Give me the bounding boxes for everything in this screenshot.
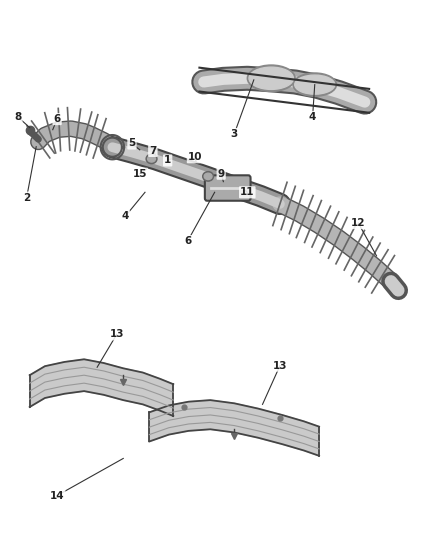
Text: 13: 13: [273, 361, 287, 370]
Text: 12: 12: [351, 218, 366, 228]
Ellipse shape: [146, 154, 157, 164]
Text: 2: 2: [23, 192, 30, 203]
Text: 8: 8: [14, 112, 21, 122]
Text: 4: 4: [309, 112, 316, 122]
Ellipse shape: [148, 156, 155, 162]
Ellipse shape: [293, 73, 336, 96]
Text: 14: 14: [50, 490, 64, 500]
Text: 6: 6: [184, 236, 191, 246]
Text: 1: 1: [164, 156, 171, 165]
Polygon shape: [30, 359, 173, 416]
Text: 7: 7: [149, 146, 156, 156]
Text: 9: 9: [218, 169, 225, 179]
Text: 6: 6: [53, 114, 61, 124]
Text: 13: 13: [110, 329, 124, 340]
Text: 4: 4: [122, 211, 129, 221]
Ellipse shape: [204, 173, 212, 180]
Ellipse shape: [249, 67, 293, 90]
Text: 11: 11: [240, 187, 254, 197]
Text: 5: 5: [128, 139, 136, 149]
Ellipse shape: [247, 65, 295, 92]
Ellipse shape: [203, 172, 214, 181]
Polygon shape: [149, 400, 319, 456]
Ellipse shape: [295, 75, 335, 94]
FancyBboxPatch shape: [205, 175, 251, 201]
Text: 3: 3: [231, 129, 238, 139]
Text: 15: 15: [133, 169, 147, 179]
Text: 10: 10: [188, 152, 202, 162]
